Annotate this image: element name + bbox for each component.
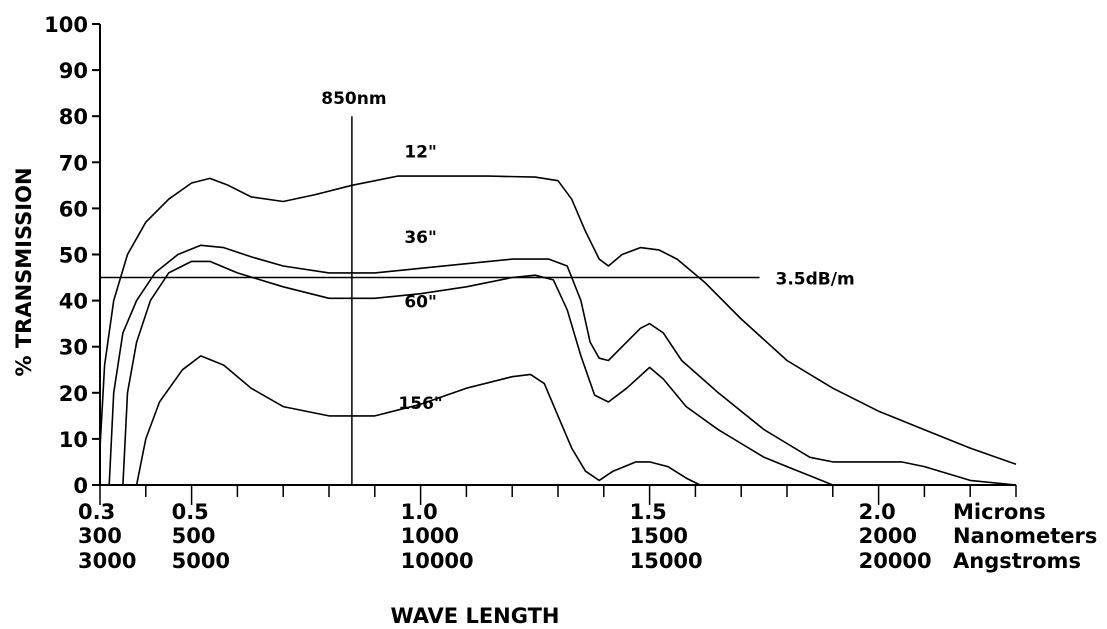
series-line: [135, 355, 701, 486]
x-tick-label: 1000: [401, 524, 459, 548]
x-unit-label: Angstroms: [953, 549, 1081, 573]
x-tick-label: 2000: [859, 524, 917, 548]
x-tick-label: 1500: [630, 524, 688, 548]
series-line: [99, 175, 1017, 466]
x-tick-label: 2.0: [859, 500, 896, 524]
plot-axes: [92, 23, 1017, 505]
x-tick-label: 15000: [630, 549, 703, 573]
x-unit-label: Microns: [953, 500, 1046, 524]
series-label: 60": [404, 293, 437, 313]
series-line: [108, 244, 1017, 486]
x-tick-label: 10000: [401, 549, 474, 573]
x-tick-label: 0.3: [78, 500, 115, 524]
x-tick-labels: 0.3 0.5 1.0 1.5 2.0 300 500 1000 1500 2000 3000 500…: [78, 500, 932, 573]
x-tick-label: 1.5: [630, 500, 667, 524]
series-labels: 12" 36" 60" 156": [398, 143, 442, 414]
y-tick-label: 20: [59, 382, 88, 406]
x-tick-label: 5000: [172, 549, 230, 573]
y-tick-label: 80: [59, 105, 88, 129]
y-tick-label: 100: [44, 13, 88, 37]
vertical-reference-label: 850nm: [321, 89, 386, 109]
y-tick-label: 10: [59, 428, 88, 452]
y-axis-title: % TRANSMISSION: [12, 167, 36, 376]
y-tick-label: 0: [73, 474, 88, 498]
series-curves: [99, 175, 1017, 486]
x-tick-label: 1.0: [401, 500, 438, 524]
x-axis-title: WAVE LENGTH: [390, 604, 559, 628]
horizontal-reference-label: 3.5dB/m: [776, 270, 855, 290]
x-unit-label: Nanometers: [953, 524, 1097, 548]
y-tick-label: 60: [59, 197, 88, 221]
y-tick-label: 30: [59, 336, 88, 360]
x-tick-label: 0.5: [172, 500, 209, 524]
y-tick-label: 50: [59, 244, 88, 268]
y-tick-label: 40: [59, 290, 88, 314]
reference-lines: 850nm 3.5dB/m: [100, 89, 855, 485]
y-tick-labels: 0 10 20 30 40 50 60 70 80 90 100: [44, 13, 88, 498]
y-tick-label: 70: [59, 151, 88, 175]
series-label: 36": [404, 228, 437, 248]
x-tick-label: 20000: [859, 549, 932, 573]
x-tick-label: 300: [78, 524, 122, 548]
series-label: 12": [404, 143, 437, 163]
y-tick-label: 90: [59, 59, 88, 83]
series-label: 156": [398, 394, 442, 414]
x-tick-label: 3000: [78, 549, 136, 573]
series-line: [122, 260, 834, 486]
x-tick-label: 500: [172, 524, 216, 548]
